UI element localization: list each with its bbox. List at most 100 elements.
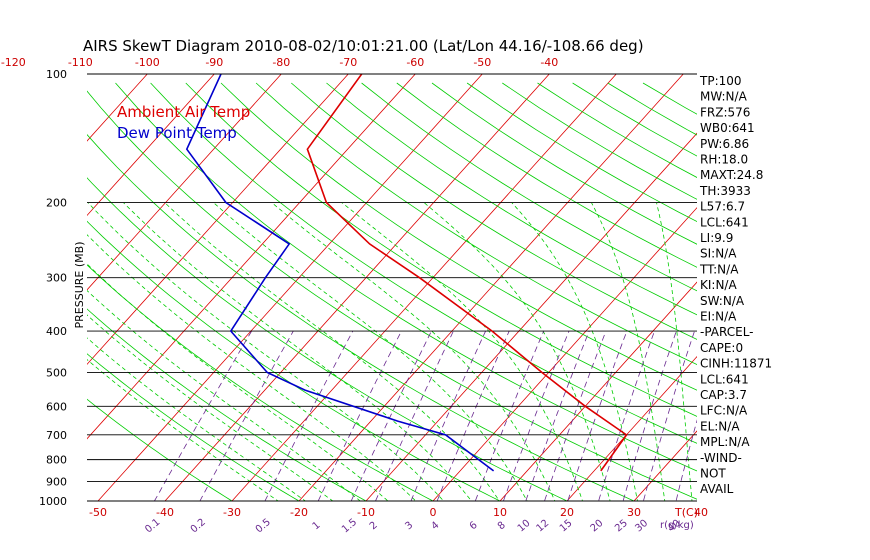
index-row: TP:100 [699,74,742,88]
index-row: -WIND- [700,451,742,465]
moist-adiabat-line [341,202,583,501]
mixing-ratio-tick-label: 6 [468,520,480,533]
index-row: LI:9.9 [700,231,733,245]
mixing-ratio-line [264,330,354,501]
index-row: MPL:N/A [700,435,750,449]
bottom-temp-tick-label: 20 [560,506,574,519]
index-row: SW:N/A [700,294,745,308]
index-row: MAXT:24.8 [700,168,763,182]
dry-adiabat-line [87,134,636,501]
isotherm-line [835,74,870,501]
bottom-temp-tick-label: -10 [357,506,375,519]
bottom-temp-tick-label: 0 [430,506,437,519]
mixing-ratio-tick-label: 25 [613,518,630,535]
moist-adiabat-line [423,202,611,501]
dry-adiabat-line [326,82,697,316]
mixing-ratio-tick-label: 0.2 [189,517,208,536]
bottom-temp-tick-label: -20 [290,506,308,519]
mixing-ratio-line [642,330,695,501]
mixing-ratio-line [544,330,607,501]
index-row: EI:N/A [700,310,737,324]
y-axis-label: PRESSURE (MB) [73,242,86,329]
moist-adiabat-line [87,289,361,501]
index-row: EL:N/A [700,419,740,433]
top-temp-tick-label: -100 [135,56,160,69]
isotherm-line [87,74,349,365]
dry-adiabat-line [220,82,697,391]
index-row: PW:6.86 [700,137,749,151]
dry-adiabat-line [466,82,697,223]
dry-adiabat-line [291,82,697,340]
isotherm-line [566,355,697,501]
index-row: CAP:3.7 [700,388,747,402]
moist-adiabat-line [87,234,417,501]
mixing-ratio-line [410,330,486,501]
top-temp-tick-label: -40 [540,56,558,69]
index-row: TH:3933 [699,184,751,198]
isotherm-line [0,74,13,501]
pressure-tick-label: 1000 [39,495,67,508]
index-row: CAPE:0 [700,341,743,355]
bottom-temp-tick-label: 40 [694,506,708,519]
moist-adiabat-line [271,202,556,501]
pressure-tick-label: 600 [46,400,67,413]
moist-adiabat-line [87,314,334,501]
mixing-ratio-tick-label: 4 [430,520,442,533]
moist-adiabat-line [511,202,638,501]
dew-point-line [185,74,495,472]
dry-adiabat-line [87,177,569,501]
pressure-tick-label: 500 [46,366,67,379]
index-row: LCL:641 [700,372,749,386]
dry-adiabat-line [87,220,501,501]
moist-adiabat-line [213,202,528,501]
bottom-temp-tick-label: 10 [493,506,507,519]
bottom-temp-tick-label: -30 [223,506,241,519]
isotherm-line [499,281,697,501]
index-row: CINH:11871 [700,357,772,371]
profile-series [185,74,628,472]
index-row: AVAIL [700,482,734,496]
mixing-ratio-tick-label: 8 [496,520,508,533]
pressure-tick-label: 100 [46,68,67,81]
index-row: SI:N/A [700,247,737,261]
moist-adiabat-line [164,202,500,501]
mixing-ratio-tick-labels: 0.1 0.2 0.5 1 1.5 2 3 4 6 8 10 12 15 20 25 30 40 [143,517,683,536]
index-row: WB0:641 [700,121,755,135]
mixing-ratio-tick-label: 2 [368,520,380,533]
top-temp-tick-label: -110 [68,56,93,69]
index-row: LCL:641 [700,215,749,229]
legend-dew-point-temp: Dew Point Temp [117,124,237,142]
isotherm-line [633,430,697,501]
legend-ambient-air-temp: Ambient Air Temp [117,103,250,121]
isotherm-line [87,74,215,217]
mixing-ratio-unit-label: r(g/kg) [660,520,694,531]
top-temp-tick-label: -90 [205,56,223,69]
top-temp-tick-label: -50 [473,56,491,69]
mixing-ratio-line [675,419,697,501]
bottom-temp-tick-label: -50 [89,506,107,519]
index-row: LFC:N/A [700,404,748,418]
top-temp-tick-label: -80 [272,56,290,69]
pressure-tick-label: 700 [46,429,67,442]
mixing-ratio-line [622,330,677,501]
dry-adiabat-line [150,82,697,444]
moist-adiabat-line [123,202,473,501]
mixing-ratio-tick-label: 15 [558,518,575,535]
moist-adiabat-line [656,202,693,501]
bottom-temp-tick-label: 30 [627,506,641,519]
dry-adiabat-line [115,82,697,472]
mixing-ratio-tick-label: 30 [633,518,650,535]
moist-adiabat-line [87,263,389,501]
index-row: MW:N/A [700,90,748,104]
index-row: L57:6.7 [700,200,745,214]
dry-adiabat-line [642,82,697,115]
index-row: TT:N/A [699,262,739,276]
dry-adiabat-line [87,308,367,501]
moist-adiabat-line [591,202,666,501]
pressure-tick-label: 300 [46,272,67,285]
chart-title: AIRS SkewT Diagram 2010-08-02/10:01:21.0… [83,37,644,55]
dry-adiabat-line [396,82,697,268]
mixing-ratio-line [436,330,510,501]
mixing-ratio-line [598,330,655,501]
mixing-ratio-line [567,330,628,501]
